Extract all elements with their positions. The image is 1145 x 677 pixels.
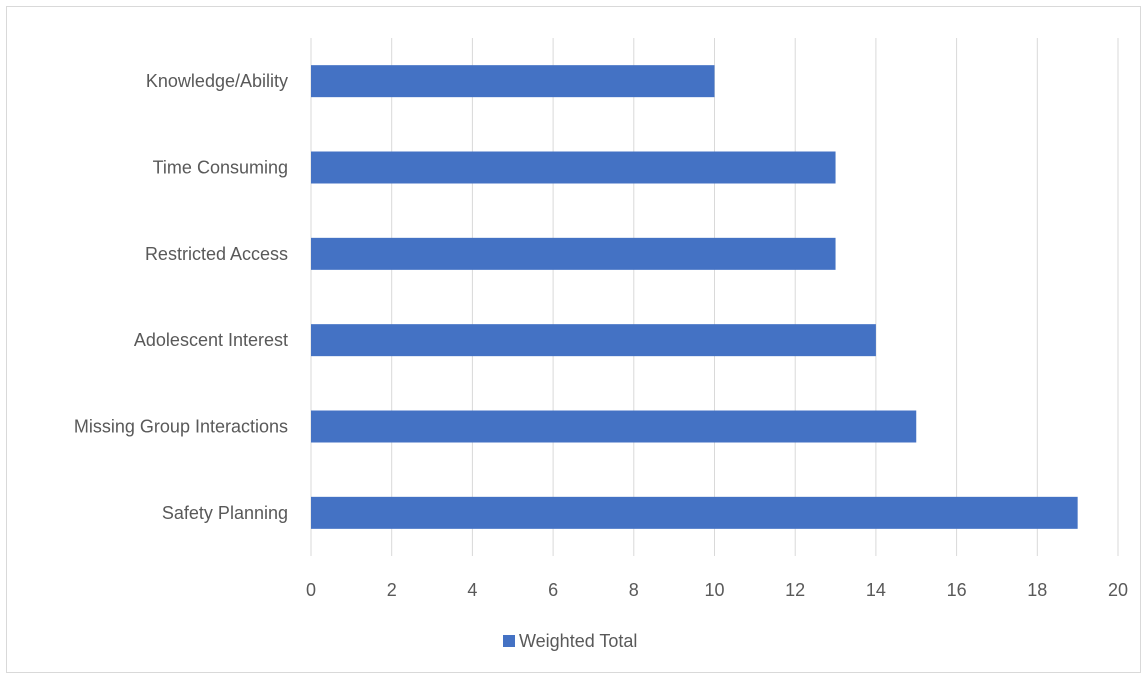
x-tick-label: 8 [629,580,639,600]
x-tick-labels: 0 2 4 6 8 10 12 14 16 18 20 [306,580,1128,600]
gridlines [310,38,1119,556]
bars [311,65,1078,529]
category-label: Adolescent Interest [134,330,288,350]
category-label: Time Consuming [153,158,288,178]
x-tick-label: 12 [785,580,805,600]
bar [311,65,715,98]
bar [311,237,836,270]
bar [311,410,917,443]
x-tick-label: 0 [306,580,316,600]
bar [311,324,876,357]
category-label: Knowledge/Ability [146,71,288,91]
category-label: Missing Group Interactions [74,417,288,437]
x-tick-label: 16 [947,580,967,600]
x-tick-label: 14 [866,580,886,600]
bar [311,151,836,184]
x-tick-label: 10 [704,580,724,600]
x-tick-label: 20 [1108,580,1128,600]
category-label: Restricted Access [145,244,288,264]
category-labels: Knowledge/Ability Time Consuming Restricte… [74,71,288,523]
x-tick-label: 6 [548,580,558,600]
x-tick-label: 4 [467,580,477,600]
category-label: Safety Planning [162,503,288,523]
x-tick-label: 18 [1027,580,1047,600]
legend-swatch [503,635,515,647]
legend-label: Weighted Total [519,631,637,651]
x-tick-label: 2 [387,580,397,600]
bar [311,496,1078,529]
legend: Weighted Total [503,631,637,651]
